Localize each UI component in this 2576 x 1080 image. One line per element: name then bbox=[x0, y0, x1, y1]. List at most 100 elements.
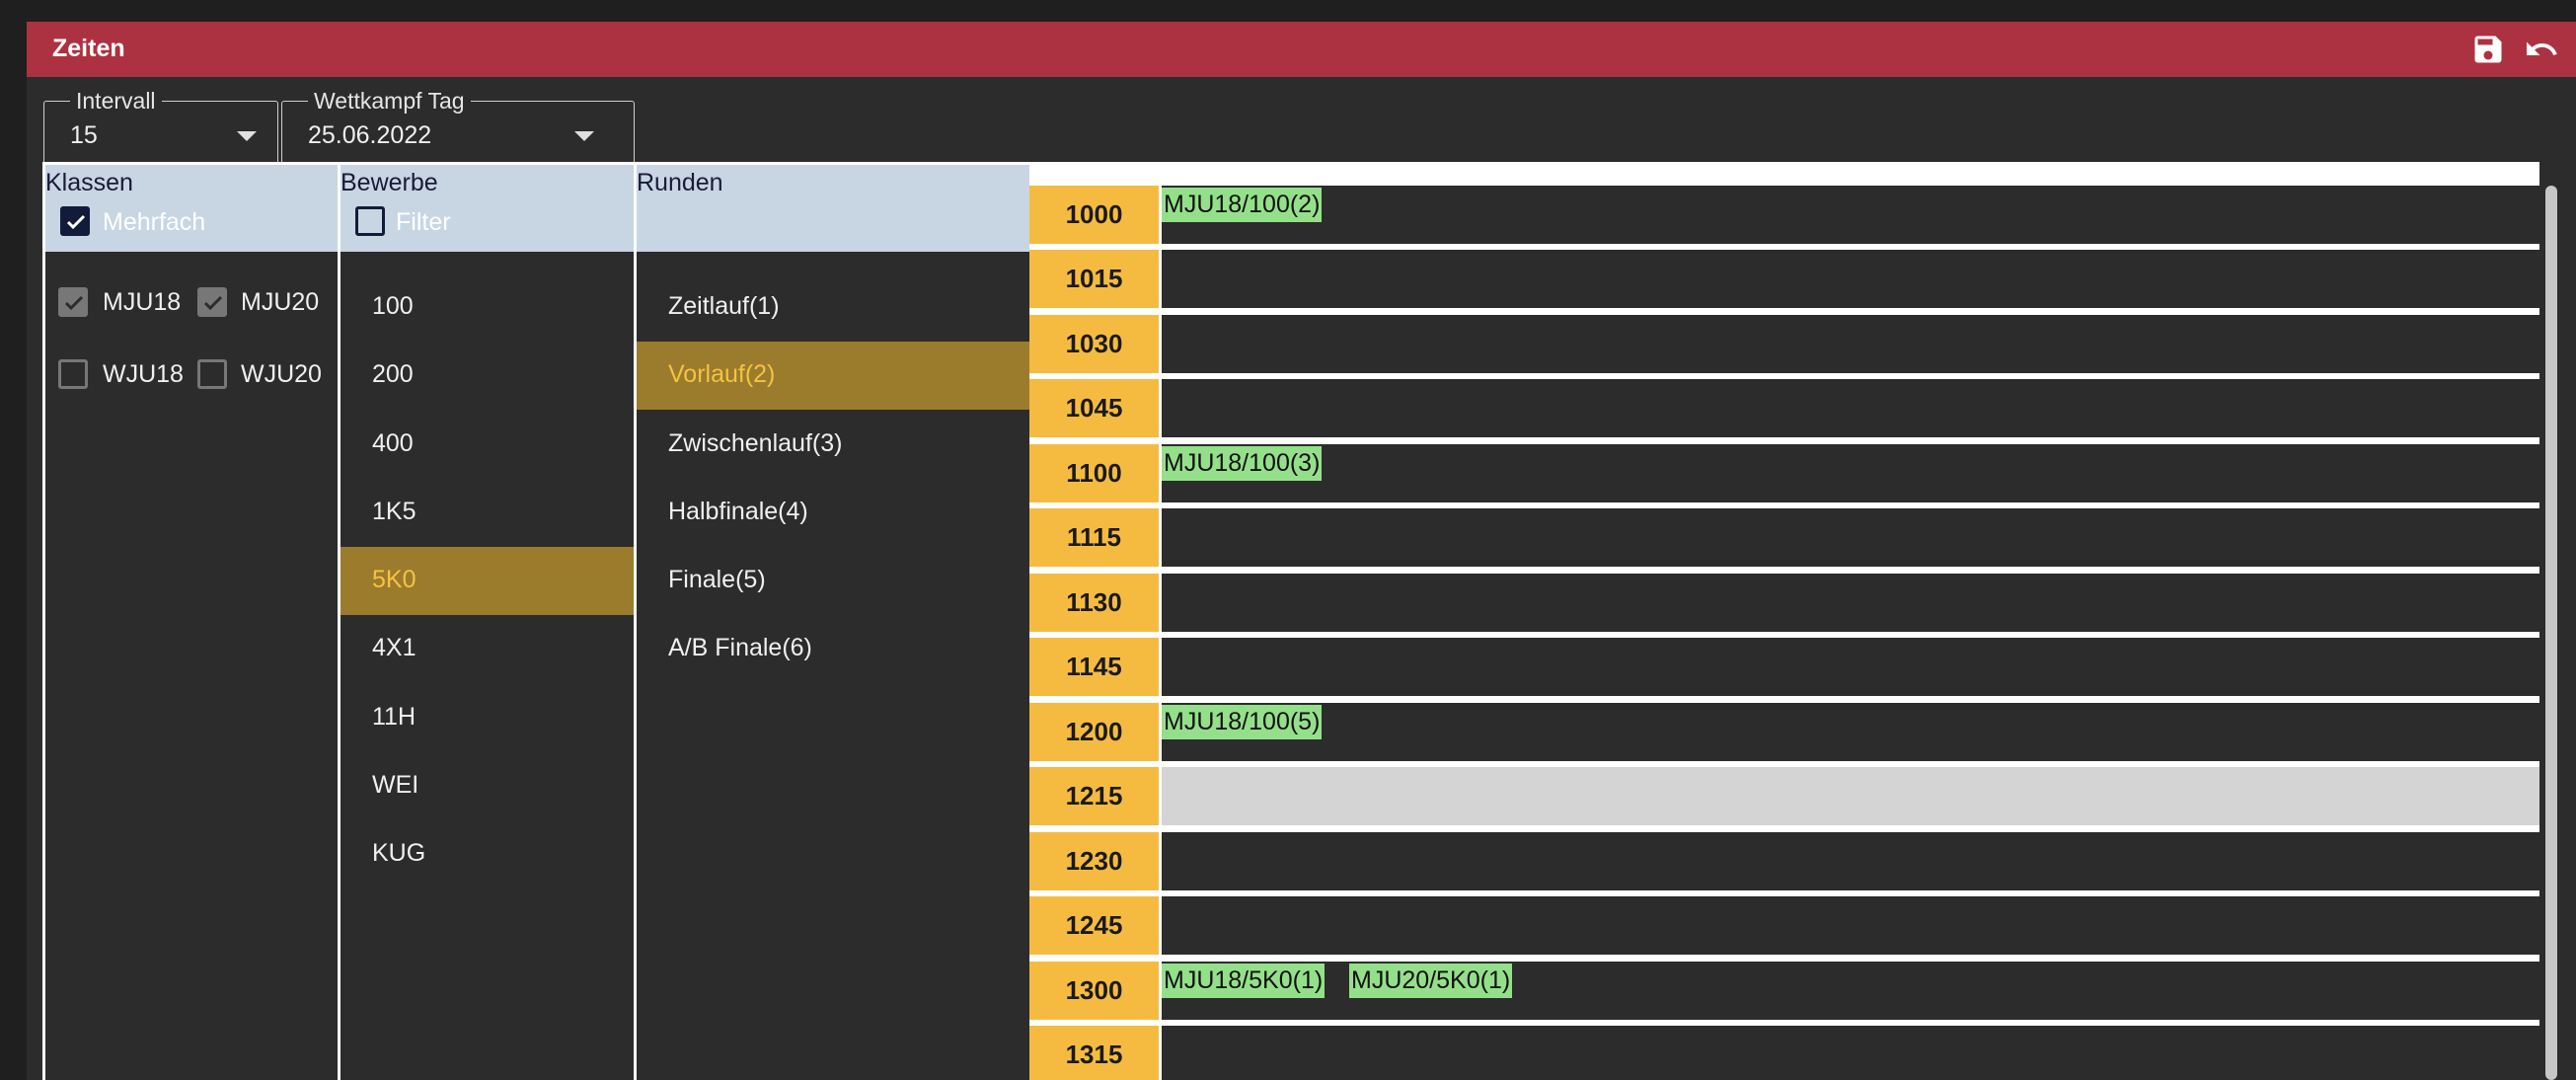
time-label: 1045 bbox=[1029, 379, 1159, 437]
time-label: 1130 bbox=[1029, 574, 1159, 632]
time-slot[interactable]: MJU18/100(2) bbox=[1162, 186, 2539, 244]
bewerb-item-100[interactable]: 100 bbox=[341, 273, 634, 342]
runde-item-ab-finale[interactable]: A/B Finale(6) bbox=[637, 615, 1029, 683]
klasse-checkbox-mju20[interactable] bbox=[197, 287, 227, 317]
runde-label: Finale(5) bbox=[668, 566, 766, 593]
time-slot-highlighted[interactable] bbox=[1162, 767, 2539, 825]
runden-header: Runden bbox=[637, 165, 1029, 252]
klasse-label-mju20: MJU20 bbox=[241, 288, 320, 316]
caret-down-icon bbox=[574, 131, 594, 141]
runde-item-zeitlauf[interactable]: Zeitlauf(1) bbox=[637, 273, 1029, 342]
schedule-chip[interactable]: MJU18/100(3) bbox=[1162, 446, 1323, 481]
time-label: 1230 bbox=[1029, 832, 1159, 890]
bewerb-item-4x1[interactable]: 4X1 bbox=[341, 615, 634, 683]
runde-item-finale[interactable]: Finale(5) bbox=[637, 547, 1029, 615]
bewerbe-panel: Bewerbe Filter 100 200 400 1K5 5K0 4X1 1… bbox=[338, 162, 637, 1080]
time-slot[interactable] bbox=[1162, 832, 2539, 890]
klasse-label-wju18: WJU18 bbox=[103, 360, 184, 388]
bewerb-item-5k0[interactable]: 5K0 bbox=[341, 547, 634, 615]
time-slot[interactable] bbox=[1162, 1026, 2539, 1080]
bewerb-label: 200 bbox=[372, 360, 414, 388]
timeline-scrollbar[interactable] bbox=[2545, 186, 2557, 1080]
bewerb-item-wei[interactable]: WEI bbox=[341, 752, 634, 820]
time-label: 1000 bbox=[1029, 186, 1159, 244]
time-label: 1015 bbox=[1029, 250, 1159, 308]
bewerb-label: WEI bbox=[372, 771, 419, 799]
intervall-value: 15 bbox=[70, 121, 98, 149]
schedule-chip[interactable]: MJU20/5K0(1) bbox=[1349, 964, 1513, 998]
runde-item-zwischenlauf[interactable]: Zwischenlauf(3) bbox=[637, 411, 1029, 479]
runde-item-halbfinale[interactable]: Halbfinale(4) bbox=[637, 479, 1029, 547]
undo-icon[interactable] bbox=[2523, 32, 2558, 67]
time-label: 1100 bbox=[1029, 444, 1159, 502]
bewerbe-header: Bewerbe Filter bbox=[341, 165, 634, 252]
time-row: 1200 MJU18/100(5) bbox=[1029, 703, 2539, 761]
time-row: 1015 bbox=[1029, 250, 2539, 308]
time-slot[interactable] bbox=[1162, 574, 2539, 632]
runde-label: Vorlauf(2) bbox=[668, 360, 776, 388]
mehrfach-checkbox[interactable] bbox=[60, 206, 90, 236]
bewerb-label: 4X1 bbox=[372, 634, 417, 661]
bewerb-item-kug[interactable]: KUG bbox=[341, 820, 634, 888]
klasse-checkbox-wju20[interactable] bbox=[197, 359, 227, 389]
bewerb-label: 100 bbox=[372, 292, 414, 320]
runde-item-vorlauf[interactable]: Vorlauf(2) bbox=[637, 342, 1029, 410]
klasse-checkbox-wju18[interactable] bbox=[58, 359, 88, 389]
time-row: 1030 bbox=[1029, 315, 2539, 373]
time-row: 1130 bbox=[1029, 574, 2539, 632]
time-row: 1315 bbox=[1029, 1026, 2539, 1080]
time-row: 1045 bbox=[1029, 379, 2539, 437]
bewerb-label: 400 bbox=[372, 429, 414, 457]
klasse-checkbox-mju18[interactable] bbox=[58, 287, 88, 317]
mehrfach-label: Mehrfach bbox=[103, 208, 206, 236]
klassen-header: Klassen Mehrfach bbox=[45, 165, 338, 252]
schedule-chip[interactable]: MJU18/100(5) bbox=[1162, 705, 1323, 739]
time-slot[interactable] bbox=[1162, 508, 2539, 567]
time-label: 1215 bbox=[1029, 767, 1159, 825]
bewerb-label: 11H bbox=[372, 703, 417, 731]
time-row: 1230 bbox=[1029, 832, 2539, 890]
time-label: 1030 bbox=[1029, 315, 1159, 373]
filter-label: Filter bbox=[396, 208, 451, 236]
schedule-chip[interactable]: MJU18/5K0(1) bbox=[1162, 964, 1326, 998]
time-slot[interactable] bbox=[1162, 896, 2539, 955]
time-slot[interactable] bbox=[1162, 250, 2539, 308]
runden-title: Runden bbox=[637, 169, 723, 196]
klasse-label-mju18: MJU18 bbox=[103, 288, 182, 316]
runde-label: Halbfinale(4) bbox=[668, 498, 808, 525]
time-row: 1115 bbox=[1029, 508, 2539, 567]
time-slot[interactable]: MJU18/100(5) bbox=[1162, 703, 2539, 761]
window-top-strip bbox=[0, 0, 2576, 22]
dialog-title: Zeiten bbox=[52, 35, 125, 62]
runde-label: A/B Finale(6) bbox=[668, 634, 812, 661]
save-icon[interactable] bbox=[2470, 32, 2506, 67]
time-row: 1215 bbox=[1029, 767, 2539, 825]
time-label: 1245 bbox=[1029, 896, 1159, 955]
bewerb-item-400[interactable]: 400 bbox=[341, 411, 634, 479]
time-row: 1300 MJU18/5K0(1) MJU20/5K0(1) bbox=[1029, 962, 2539, 1020]
bewerb-label: 5K0 bbox=[372, 566, 417, 593]
time-slot[interactable] bbox=[1162, 315, 2539, 373]
time-slot[interactable] bbox=[1162, 379, 2539, 437]
intervall-select[interactable]: Intervall 15 bbox=[43, 88, 278, 173]
bewerb-label: KUG bbox=[372, 839, 426, 867]
dialog-titlebar: Zeiten bbox=[27, 22, 2576, 77]
bewerb-item-200[interactable]: 200 bbox=[341, 342, 634, 410]
time-row: 1100 MJU18/100(3) bbox=[1029, 444, 2539, 502]
klassen-title: Klassen bbox=[45, 169, 133, 196]
wettkampf-tag-select[interactable]: Wettkampf Tag 25.06.2022 bbox=[281, 88, 635, 173]
time-label: 1200 bbox=[1029, 703, 1159, 761]
bewerb-item-1k5[interactable]: 1K5 bbox=[341, 479, 634, 547]
time-label: 1145 bbox=[1029, 638, 1159, 696]
time-slot[interactable]: MJU18/100(3) bbox=[1162, 444, 2539, 502]
wettkampf-tag-label: Wettkampf Tag bbox=[308, 88, 471, 114]
time-row: 1000 MJU18/100(2) bbox=[1029, 186, 2539, 244]
caret-down-icon bbox=[237, 131, 257, 141]
wettkampf-tag-value: 25.06.2022 bbox=[308, 121, 432, 149]
filter-checkbox[interactable] bbox=[355, 206, 385, 236]
bewerb-item-11h[interactable]: 11H bbox=[341, 684, 634, 752]
time-slot[interactable] bbox=[1162, 638, 2539, 696]
schedule-chip[interactable]: MJU18/100(2) bbox=[1162, 188, 1323, 222]
time-slot[interactable]: MJU18/5K0(1) MJU20/5K0(1) bbox=[1162, 962, 2539, 1020]
bewerb-label: 1K5 bbox=[372, 498, 417, 525]
